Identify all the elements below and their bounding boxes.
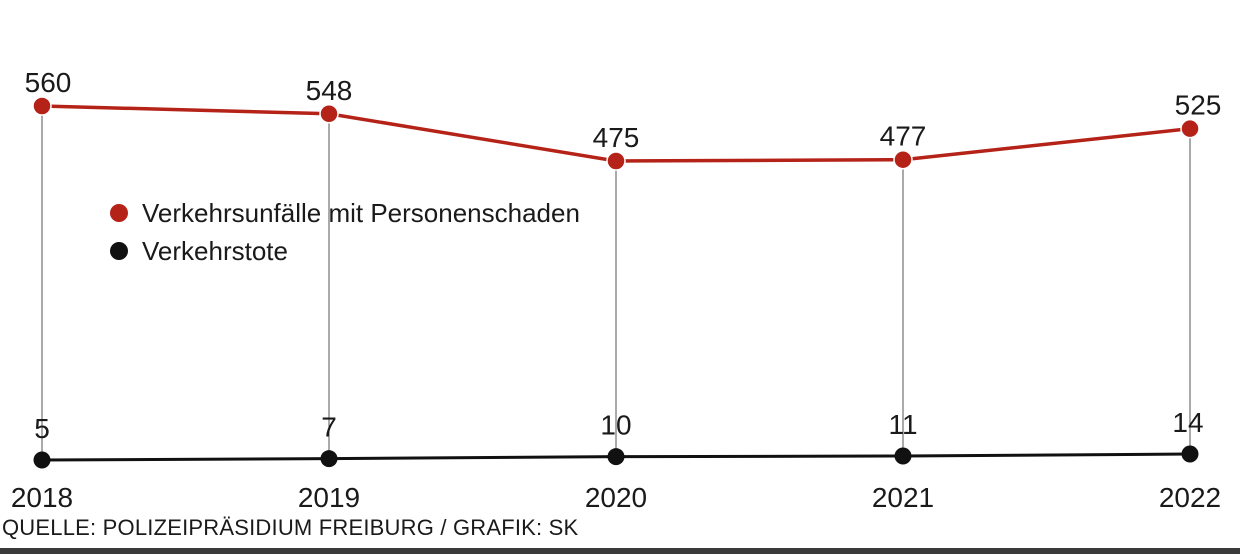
point-fatalities-2022	[1181, 445, 1199, 463]
drop-lines	[41, 106, 1191, 460]
value-label-fatalities-2020: 10	[600, 410, 631, 441]
legend-label-accidents: Verkehrsunfälle mit Personenschaden	[142, 198, 580, 228]
legend-marker-fatalities	[110, 242, 128, 260]
point-accidents-2021	[893, 149, 913, 170]
point-accidents-2019	[319, 104, 339, 124]
x-tick-label-2021: 2021	[872, 482, 934, 513]
legend: Verkehrsunfälle mit Personenschaden Verk…	[110, 198, 580, 266]
x-tick-label-2018: 2018	[11, 482, 73, 513]
value-label-accidents-2022: 525	[1175, 90, 1222, 121]
x-tick-label-2019: 2019	[298, 482, 360, 513]
point-fatalities-2018	[33, 451, 51, 469]
value-label-accidents-2019: 548	[306, 75, 353, 106]
value-label-fatalities-2022: 14	[1172, 407, 1203, 438]
x-tick-label-2020: 2020	[585, 482, 647, 513]
point-accidents-2020	[606, 151, 626, 171]
source-note: QUELLE: POLIZEIPRÄSIDIUM FREIBURG / GRAF…	[2, 515, 579, 540]
value-label-accidents-2021: 477	[880, 121, 927, 152]
point-accidents-2018	[32, 96, 52, 116]
point-fatalities-2021	[894, 447, 912, 465]
value-label-accidents-2018: 560	[25, 67, 72, 98]
point-fatalities-2020	[607, 448, 625, 466]
value-label-fatalities-2018: 5	[34, 413, 50, 444]
x-tick-label-2022: 2022	[1159, 482, 1221, 513]
value-label-fatalities-2019: 7	[321, 412, 337, 443]
x-axis-ticks: 2018 2019 2020 2021 2022	[11, 482, 1221, 513]
point-fatalities-2019	[320, 450, 338, 468]
value-label-accidents-2020: 475	[593, 122, 640, 153]
legend-marker-accidents	[110, 204, 128, 222]
value-label-fatalities-2021: 11	[888, 409, 917, 440]
point-accidents-2022	[1180, 118, 1200, 139]
bottom-divider	[0, 548, 1240, 554]
legend-label-fatalities: Verkehrstote	[142, 236, 288, 266]
data-labels: 560 548 475 477 525 5 7 10 11 14	[25, 67, 1222, 444]
data-points	[32, 96, 1200, 469]
